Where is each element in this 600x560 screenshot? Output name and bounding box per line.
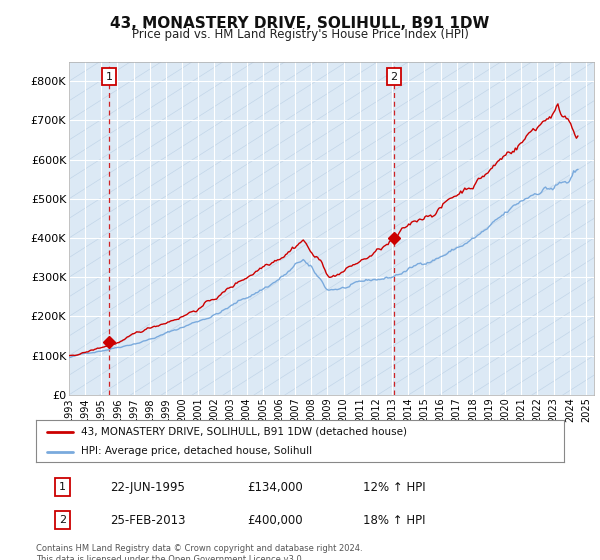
- Text: Contains HM Land Registry data © Crown copyright and database right 2024.
This d: Contains HM Land Registry data © Crown c…: [36, 544, 362, 560]
- Text: £134,000: £134,000: [247, 480, 303, 494]
- Text: 18% ↑ HPI: 18% ↑ HPI: [364, 514, 426, 526]
- Text: Price paid vs. HM Land Registry's House Price Index (HPI): Price paid vs. HM Land Registry's House …: [131, 28, 469, 41]
- Text: 25-FEB-2013: 25-FEB-2013: [110, 514, 185, 526]
- Text: £400,000: £400,000: [247, 514, 303, 526]
- Text: 2: 2: [59, 515, 66, 525]
- Text: 43, MONASTERY DRIVE, SOLIHULL, B91 1DW (detached house): 43, MONASTERY DRIVE, SOLIHULL, B91 1DW (…: [81, 427, 407, 437]
- Text: 43, MONASTERY DRIVE, SOLIHULL, B91 1DW: 43, MONASTERY DRIVE, SOLIHULL, B91 1DW: [110, 16, 490, 31]
- Text: 22-JUN-1995: 22-JUN-1995: [110, 480, 185, 494]
- Text: HPI: Average price, detached house, Solihull: HPI: Average price, detached house, Soli…: [81, 446, 312, 456]
- Text: 12% ↑ HPI: 12% ↑ HPI: [364, 480, 426, 494]
- Text: 2: 2: [391, 72, 398, 82]
- Text: 1: 1: [59, 482, 66, 492]
- Text: 1: 1: [106, 72, 112, 82]
